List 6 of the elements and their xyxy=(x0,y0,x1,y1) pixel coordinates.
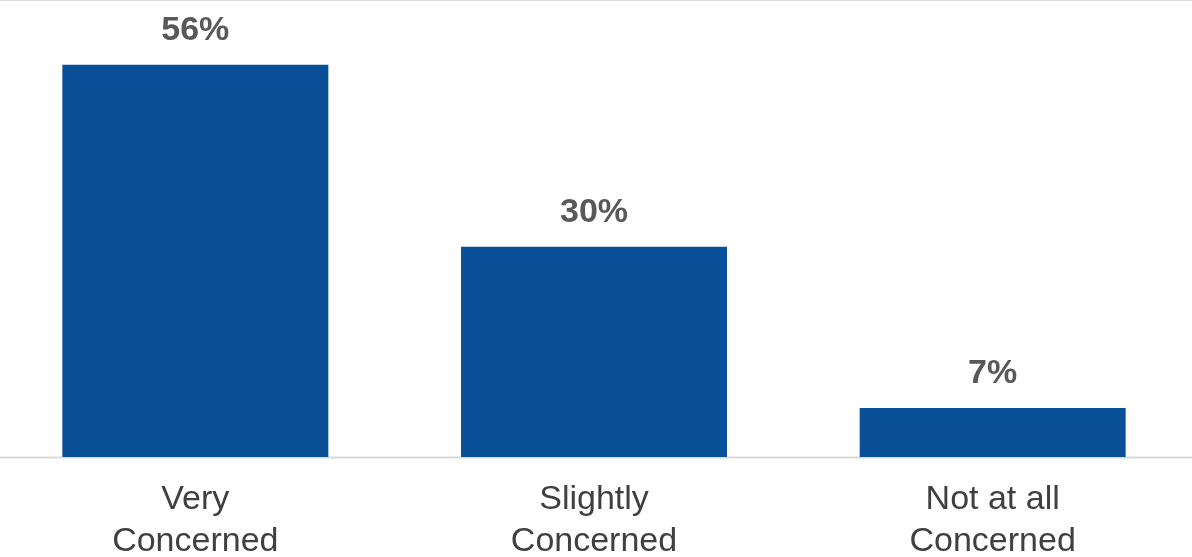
data-label: 30% xyxy=(559,190,629,229)
x-tick-label: Very Concerned xyxy=(112,477,279,557)
x-tick-label: Slightly Concerned xyxy=(510,477,678,557)
data-label: 56% xyxy=(161,8,230,47)
data-label: 7% xyxy=(968,351,1018,390)
x-tick-label: Not at all Concerned xyxy=(909,477,1076,557)
